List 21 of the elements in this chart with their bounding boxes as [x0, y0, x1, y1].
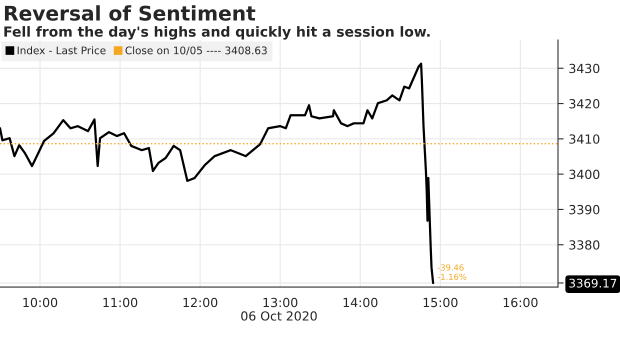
x-tick-label: 16:00	[504, 298, 538, 308]
y-tick-label: 3410	[569, 134, 600, 144]
y-tick-label: 3369.17	[569, 278, 616, 288]
chart-title: Reversal of Sentiment	[4, 5, 256, 21]
y-tick-label: 3390	[569, 204, 600, 214]
y-tick-label: 3400	[569, 170, 600, 180]
x-axis-title: 06 Oct 2020	[241, 311, 317, 321]
y-tick-label: 3380	[569, 240, 600, 250]
x-tick-label: 15:00	[424, 298, 458, 308]
line-series	[0, 62, 434, 284]
x-tick-label: 14:00	[344, 298, 378, 308]
x-tick-label: 10:00	[23, 298, 58, 308]
x-tick-label: 12:00	[184, 298, 218, 308]
legend-label: Close on 10/05 ---- 3408.63	[125, 46, 267, 56]
chart-subtitle: Fell from the day's highs and quickly hit a session low.	[4, 26, 430, 40]
legend-label: Index - Last Price	[18, 46, 106, 54]
y-tick-label: 3430	[569, 64, 600, 74]
annotation: -39.46 -1.16%	[438, 264, 466, 280]
x-tick-label: 13:00	[264, 298, 298, 308]
x-tick-label: 11:00	[103, 298, 138, 308]
y-tick-label: 3420	[569, 99, 600, 108]
